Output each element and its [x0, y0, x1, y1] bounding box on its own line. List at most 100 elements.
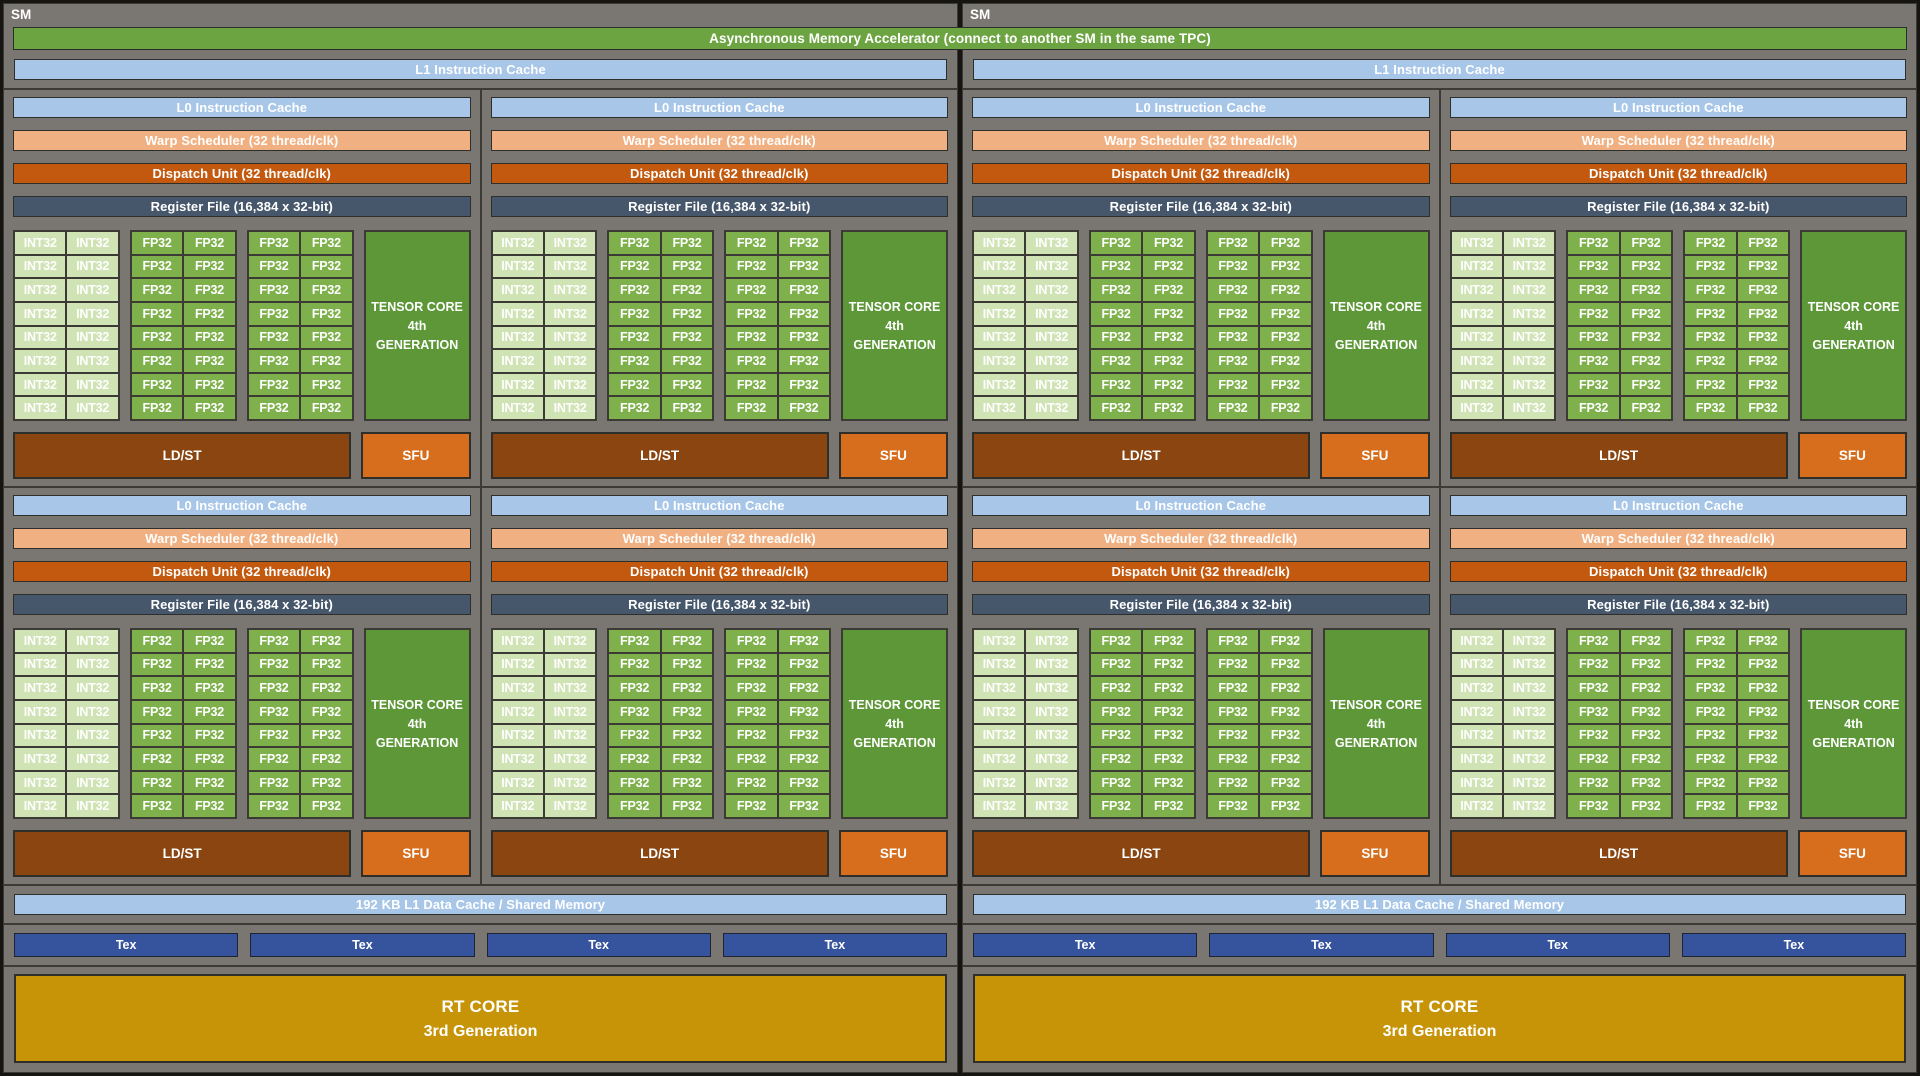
fp32-core: FP32: [778, 326, 830, 349]
fp32-core: FP32: [726, 653, 777, 676]
fp32-core: FP32: [661, 630, 713, 652]
fp32-core: FP32: [131, 630, 183, 652]
fp32-core: FP32: [184, 700, 235, 723]
fp32-core: FP32: [726, 771, 777, 794]
int32-core: INT32: [67, 748, 118, 770]
fp32-core: FP32: [1260, 302, 1311, 325]
l1-data-cache-bar: 192 KB L1 Data Cache / Shared Memory: [973, 894, 1906, 915]
fp32-core: FP32: [1260, 630, 1311, 652]
int32-core: INT32: [1026, 653, 1077, 676]
fp32-core: FP32: [1737, 373, 1789, 396]
ldst-sfu-row: LD/ST SFU: [1449, 830, 1907, 877]
fp32-core: FP32: [248, 232, 300, 254]
fp32-core: FP32: [1568, 255, 1619, 278]
fp32-core: FP32: [726, 232, 777, 254]
fp32-core: FP32: [1090, 795, 1142, 817]
fp32-core: FP32: [726, 326, 777, 349]
fp32-core: FP32: [184, 677, 235, 699]
fp32-core: FP32: [1737, 700, 1789, 723]
fp32-core: FP32: [1685, 326, 1736, 349]
fp32-core: FP32: [661, 795, 713, 817]
int32-core: INT32: [67, 255, 118, 278]
fp32-core: FP32: [301, 724, 352, 747]
int32-core: INT32: [1451, 279, 1502, 301]
fp32-core: FP32: [609, 302, 660, 325]
int32-block: INT32 INT32 INT32 INT32 INT32 INT32 INT32 INT32…: [972, 230, 1079, 421]
int32-core: INT32: [974, 724, 1025, 747]
int32-core: INT32: [15, 326, 66, 349]
int32-core: INT32: [15, 279, 66, 301]
fp32-core: FP32: [1737, 397, 1789, 419]
int32-block: INT32 INT32 INT32 INT32 INT32 INT32 INT32 INT32…: [490, 230, 598, 421]
l0-instruction-cache-bar: L0 Instruction Cache: [1449, 97, 1907, 118]
int32-core: INT32: [1026, 373, 1077, 396]
fp32-core: FP32: [184, 373, 235, 396]
fp32-core: FP32: [1207, 724, 1259, 747]
fp32-core: FP32: [1143, 724, 1194, 747]
section-divider: [963, 923, 1916, 925]
fp32-core: FP32: [1620, 397, 1672, 419]
fp32-core: FP32: [1620, 255, 1672, 278]
fp32-block: FP32 FP32 FP32 FP32 FP32 FP32 FP32 FP32 FP32 FP32…: [129, 628, 237, 819]
sm-panel: SM L1 Instruction Cache L0 Instruction Cac…: [962, 3, 1917, 1073]
int32-core: INT32: [1503, 630, 1555, 652]
ldst-sfu-row: LD/ST SFU: [972, 830, 1430, 877]
fp32-core: FP32: [301, 279, 352, 301]
fp32-core: FP32: [1143, 373, 1194, 396]
fp32-core: FP32: [131, 700, 183, 723]
fp32-core: FP32: [1737, 302, 1789, 325]
fp32-core: FP32: [778, 255, 830, 278]
fp32-core: FP32: [726, 397, 777, 419]
fp32-core: FP32: [609, 677, 660, 699]
int32-core: INT32: [1451, 350, 1502, 372]
fp32-core: FP32: [778, 677, 830, 699]
fp32-core: FP32: [1568, 724, 1619, 747]
partition-row: L0 Instruction Cache Warp Scheduler (32 t…: [4, 488, 957, 884]
fp32-core: FP32: [301, 795, 352, 817]
fp32-core: FP32: [726, 255, 777, 278]
fp32-core: FP32: [1207, 302, 1259, 325]
fp32-core: FP32: [1620, 653, 1672, 676]
fp32-core: FP32: [1207, 232, 1259, 254]
fp32-core: FP32: [609, 630, 660, 652]
fp32-block: FP32 FP32 FP32 FP32 FP32 FP32 FP32 FP32 FP32 FP32…: [724, 628, 832, 819]
fp32-core: FP32: [301, 326, 352, 349]
int32-core: INT32: [1451, 724, 1502, 747]
fp32-core: FP32: [131, 397, 183, 419]
tensor-core-generation-number: 4th: [1366, 716, 1386, 731]
section-divider: [4, 88, 957, 90]
fp32-core: FP32: [778, 232, 830, 254]
fp32-core: FP32: [1260, 724, 1311, 747]
load-store-unit: LD/ST: [490, 830, 829, 877]
tensor-core-generation-number: 4th: [1844, 716, 1863, 731]
int32-block: INT32 INT32 INT32 INT32 INT32 INT32 INT32 INT32…: [972, 628, 1079, 819]
int32-core: INT32: [492, 677, 543, 699]
int32-core: INT32: [15, 350, 66, 372]
fp32-core: FP32: [1685, 700, 1736, 723]
fp32-core: FP32: [1090, 677, 1142, 699]
int32-core: INT32: [492, 326, 543, 349]
partition-divider: [479, 90, 482, 486]
fp32-core: FP32: [131, 373, 183, 396]
fp32-core: FP32: [301, 302, 352, 325]
fp32-core: FP32: [1568, 677, 1619, 699]
fp32-core: FP32: [1685, 373, 1736, 396]
tensor-core-generation-word: GENERATION: [1334, 735, 1418, 750]
fp32-block: FP32 FP32 FP32 FP32 FP32 FP32 FP32 FP32 FP32 FP32…: [1683, 230, 1791, 421]
sfu-unit: SFU: [838, 432, 948, 479]
fp32-core: FP32: [301, 653, 352, 676]
int32-core: INT32: [1503, 373, 1555, 396]
tex-section: Tex Tex Tex Tex: [4, 925, 957, 965]
tensor-core-generation-word: GENERATION: [1812, 337, 1895, 352]
l0-instruction-cache-bar: L0 Instruction Cache: [972, 495, 1430, 516]
int32-core: INT32: [1026, 771, 1077, 794]
sfu-unit: SFU: [1797, 830, 1907, 877]
int32-core: INT32: [974, 700, 1025, 723]
tex-unit: Tex: [722, 933, 947, 957]
fp32-core: FP32: [1568, 700, 1619, 723]
int32-core: INT32: [1451, 677, 1502, 699]
ldst-sfu-row: LD/ST SFU: [13, 830, 471, 877]
sm-partition: L0 Instruction Cache Warp Scheduler (32 t…: [4, 488, 480, 884]
fp32-core: FP32: [726, 795, 777, 817]
register-file-bar: Register File (16,384 x 32-bit): [13, 594, 471, 615]
